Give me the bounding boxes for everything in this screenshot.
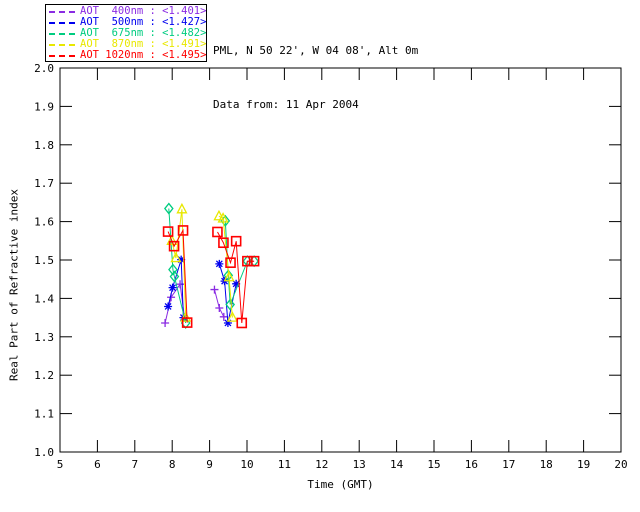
- series-aot-1020nm: [162, 225, 260, 329]
- legend-line-sample: [49, 21, 75, 24]
- legend-line-sample: [49, 54, 75, 57]
- y-tick-label: 1.5: [34, 254, 54, 267]
- legend-line-sample: [49, 43, 75, 46]
- y-tick-label: 1.2: [34, 369, 54, 382]
- x-tick-label: 13: [353, 458, 366, 471]
- y-tick-label: 1.6: [34, 216, 54, 229]
- x-tick-label: 15: [427, 458, 440, 471]
- data-date: Data from: 11 Apr 2004: [213, 98, 359, 111]
- axis-ticks: 5 6 7 8 9 10 11 12 13 14 15 16 17 18 19 20 1.0 1.1 1.2 1.3 1…: [34, 62, 628, 471]
- legend-label: AOT 400nm : <1.401>: [80, 5, 207, 17]
- legend-label: AOT 500nm : <1.427>: [80, 16, 207, 28]
- legend-label: AOT 1020nm : <1.495>: [80, 49, 207, 61]
- x-tick-label: 11: [278, 458, 291, 471]
- y-tick-label: 1.7: [34, 177, 54, 190]
- station-location: PML, N 50 22', W 04 08', Alt 0m: [213, 44, 419, 57]
- legend-item-2: AOT 675nm : <1.482>: [49, 27, 207, 39]
- x-tick-label: 10: [240, 458, 253, 471]
- legend-item-1: AOT 500nm : <1.427>: [49, 16, 207, 28]
- y-tick-label: 1.9: [34, 100, 54, 113]
- x-tick-label: 7: [131, 458, 138, 471]
- legend-item-4: AOT 1020nm : <1.495>: [49, 49, 207, 61]
- x-axis-label: Time (GMT): [307, 478, 374, 491]
- y-tick-label: 1.4: [34, 292, 54, 305]
- y-tick-label: 1.8: [34, 139, 54, 152]
- y-tick-label: 2.0: [34, 62, 54, 75]
- y-tick-label: 1.3: [34, 331, 54, 344]
- x-tick-label: 16: [465, 458, 478, 471]
- x-tick-label: 5: [57, 458, 64, 471]
- x-tick-label: 12: [315, 458, 328, 471]
- x-tick-label: 20: [614, 458, 627, 471]
- legend-label: AOT 870nm : <1.491>: [80, 38, 207, 50]
- x-tick-label: 6: [94, 458, 101, 471]
- x-tick-label: 14: [390, 458, 404, 471]
- station-info: PML, N 50 22', W 04 08', Alt 0m Data fro…: [213, 6, 418, 150]
- legend-item-3: AOT 870nm : <1.491>: [49, 38, 207, 50]
- legend-label: AOT 675nm : <1.482>: [80, 27, 207, 39]
- legend-line-sample: [49, 10, 75, 13]
- legend-item-0: AOT 400nm : <1.401>: [49, 5, 207, 17]
- legend: AOT 400nm : <1.401> AOT 500nm : <1.427> AO…: [45, 4, 207, 62]
- x-tick-label: 8: [169, 458, 176, 471]
- x-tick-label: 9: [206, 458, 213, 471]
- y-tick-label: 1.0: [34, 446, 54, 459]
- x-tick-label: 17: [502, 458, 515, 471]
- y-axis-label: Real Part of Refractive index: [7, 188, 21, 382]
- x-tick-label: 19: [577, 458, 590, 471]
- x-tick-label: 18: [540, 458, 553, 471]
- legend-line-sample: [49, 32, 75, 35]
- y-tick-label: 1.1: [34, 408, 54, 421]
